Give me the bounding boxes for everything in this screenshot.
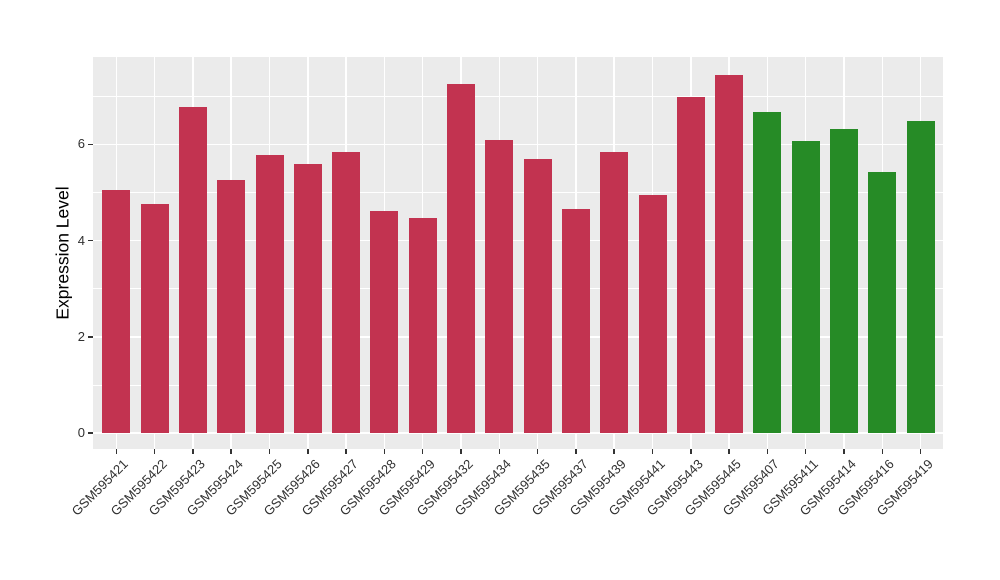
y-tick-label: 4	[77, 232, 85, 248]
x-tick-mark	[690, 449, 692, 454]
y-tick-mark	[88, 336, 93, 338]
x-tick-mark	[536, 449, 539, 454]
bar-GSM595428	[370, 211, 399, 433]
h-minor-gridline	[93, 288, 943, 290]
y-axis-title: Expression Level	[52, 186, 73, 320]
plot-panel	[93, 57, 943, 449]
h-minor-gridline	[93, 192, 943, 193]
bar-GSM595421	[102, 190, 131, 433]
x-tick-mark	[230, 449, 232, 454]
x-tick-mark	[268, 449, 271, 454]
x-tick-mark	[115, 449, 118, 454]
x-tick-mark	[498, 449, 501, 454]
bar-GSM595445	[715, 74, 744, 433]
y-tick-mark	[88, 239, 93, 242]
bar-GSM595443	[676, 97, 705, 433]
bar-GSM595437	[561, 209, 590, 433]
bar-GSM595435	[523, 158, 552, 433]
bar-GSM595425	[255, 154, 284, 433]
bar-GSM595414	[830, 129, 858, 433]
x-tick-mark	[728, 449, 730, 454]
x-tick-mark	[919, 449, 922, 454]
x-tick-mark	[881, 449, 884, 454]
bar-GSM595439	[600, 152, 629, 433]
bar-GSM595441	[638, 195, 667, 433]
bar-GSM595411	[791, 141, 820, 433]
x-tick-mark	[460, 449, 462, 454]
h-major-gridline	[93, 336, 943, 338]
bar-GSM595407	[753, 112, 782, 433]
y-tick-label: 0	[77, 425, 85, 440]
bar-GSM595427	[332, 152, 361, 433]
h-major-gridline	[93, 143, 943, 146]
x-tick-mark	[307, 449, 309, 454]
bar-GSM595434	[485, 139, 514, 433]
bar-GSM595424	[217, 180, 246, 433]
bar-GSM595432	[447, 84, 475, 433]
bar-GSM595422	[140, 203, 169, 433]
x-tick-mark	[153, 449, 156, 454]
x-tick-mark	[345, 449, 347, 454]
bar-GSM595423	[178, 106, 207, 433]
x-tick-mark	[192, 449, 194, 454]
x-tick-mark	[613, 449, 615, 454]
h-minor-gridline	[93, 95, 943, 97]
x-tick-mark	[575, 449, 577, 454]
y-tick-mark	[88, 143, 93, 146]
h-minor-gridline	[93, 384, 943, 386]
x-tick-mark	[421, 449, 424, 454]
x-tick-mark	[804, 449, 807, 454]
bar-GSM595426	[293, 163, 322, 433]
x-tick-mark	[383, 449, 386, 454]
x-tick-mark	[766, 449, 769, 454]
bar-GSM595429	[408, 218, 437, 433]
x-tick-mark	[843, 449, 845, 454]
bar-GSM595419	[906, 120, 935, 433]
y-tick-mark	[88, 432, 93, 434]
x-tick-mark	[651, 449, 654, 454]
bar-GSM595416	[868, 171, 897, 433]
h-major-gridline	[93, 432, 943, 434]
y-tick-label: 2	[77, 328, 85, 344]
h-major-gridline	[93, 239, 943, 242]
y-tick-label: 6	[77, 136, 85, 152]
